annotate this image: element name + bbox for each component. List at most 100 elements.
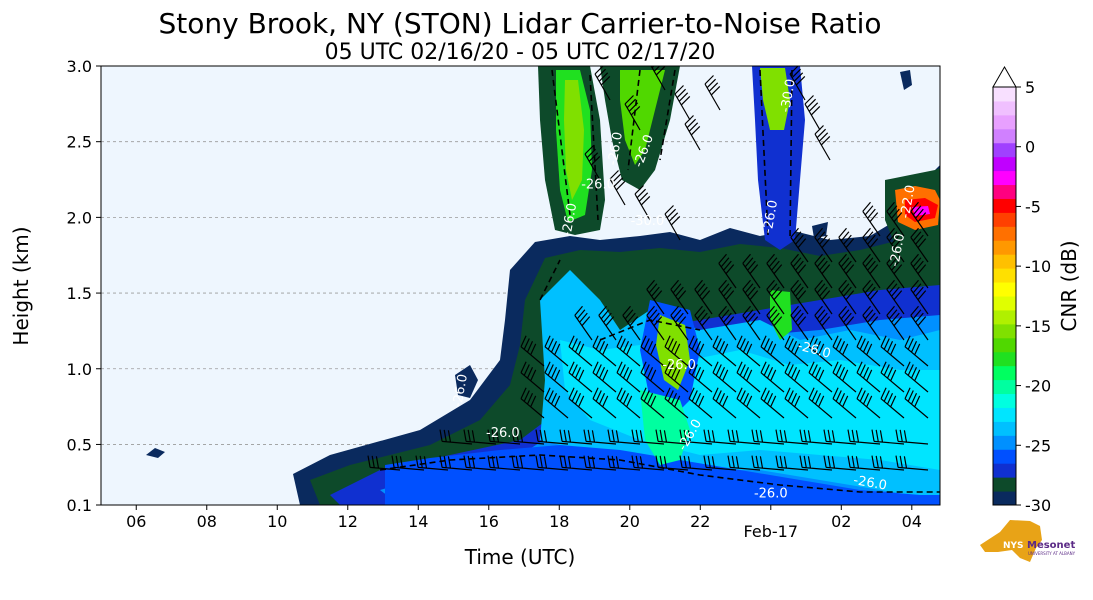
colorbar-swatch bbox=[993, 87, 1016, 102]
colorbar-swatch bbox=[993, 142, 1016, 158]
y-tick-label: 1.0 bbox=[67, 360, 92, 379]
wind-barb bbox=[634, 185, 651, 221]
wind-barb bbox=[789, 66, 806, 101]
cnr-region-surface bbox=[385, 445, 940, 505]
wind-barb bbox=[655, 455, 689, 471]
wind-barb bbox=[790, 253, 809, 289]
contour-label: -22.0 bbox=[898, 184, 919, 220]
wind-barb bbox=[799, 455, 833, 471]
x-tick-label: 04 bbox=[902, 512, 922, 531]
wind-barb bbox=[814, 253, 833, 289]
wind-barb bbox=[895, 429, 929, 445]
grid-lines bbox=[101, 141, 940, 445]
colorbar-tick-label: -30 bbox=[1025, 496, 1051, 515]
colorbar-tick-label: -20 bbox=[1025, 377, 1051, 396]
colorbar-swatch bbox=[993, 240, 1016, 255]
wind-barb bbox=[862, 279, 881, 315]
colorbar-swatch bbox=[993, 309, 1016, 325]
wind-barb bbox=[594, 66, 611, 101]
wind-barb bbox=[742, 253, 761, 289]
wind-barb bbox=[694, 279, 713, 315]
wind-barb bbox=[463, 429, 497, 445]
colorbar-swatch bbox=[993, 477, 1016, 492]
wind-barb bbox=[847, 429, 881, 445]
cnr-blob-2 bbox=[900, 70, 912, 90]
contour-label: -26.0 bbox=[887, 232, 908, 268]
wind-barb bbox=[535, 455, 569, 471]
chart-subtitle: 05 UTC 02/16/20 - 05 UTC 02/17/20 bbox=[325, 40, 716, 65]
wind-barb bbox=[583, 429, 617, 445]
wind-barb bbox=[823, 455, 857, 471]
wind-barb bbox=[584, 145, 601, 181]
colorbar-swatch bbox=[993, 449, 1016, 464]
wind-barb bbox=[622, 305, 641, 341]
wind-barb bbox=[688, 335, 713, 367]
cnr-blob-3 bbox=[812, 222, 828, 238]
wind-barb bbox=[808, 335, 833, 367]
x-tick-label: 12 bbox=[338, 512, 358, 531]
wind-barb bbox=[718, 253, 737, 289]
colorbar-tick-label: 0 bbox=[1025, 138, 1035, 157]
colorbar-swatch bbox=[993, 268, 1016, 283]
wind-barb bbox=[862, 253, 881, 289]
wind-barb bbox=[760, 335, 785, 367]
wind-barb bbox=[415, 455, 449, 471]
x-axis-label: Time (UTC) bbox=[464, 545, 576, 569]
wind-barb bbox=[814, 227, 833, 263]
contour-label: -26.0 bbox=[605, 131, 626, 167]
wind-barb bbox=[535, 429, 569, 445]
contour-label: -30.0 bbox=[631, 214, 665, 229]
wind-barb bbox=[832, 335, 857, 367]
wind-barb bbox=[736, 361, 761, 393]
wind-barb bbox=[367, 455, 401, 471]
wind-barb bbox=[568, 335, 593, 367]
nys-mesonet-logo: NYS Mesonet UNIVERSITY AT ALBANY bbox=[980, 520, 1076, 562]
y-tick-label: 2.5 bbox=[67, 133, 92, 152]
colorbar-tick-label: -5 bbox=[1025, 197, 1041, 216]
colorbar-swatch bbox=[993, 282, 1016, 297]
wind-barb bbox=[904, 361, 929, 393]
wind-barb bbox=[640, 361, 665, 393]
colorbar-swatch bbox=[993, 128, 1016, 144]
wind-barb bbox=[592, 361, 617, 393]
wind-barb bbox=[823, 429, 857, 445]
x-tick-label: 08 bbox=[197, 512, 217, 531]
wind-barb bbox=[609, 170, 626, 206]
wind-barb bbox=[742, 305, 761, 341]
wind-barb bbox=[742, 279, 761, 315]
wind-barb bbox=[784, 335, 809, 367]
colorbar-frame bbox=[992, 86, 1017, 506]
colorbar-swatch bbox=[993, 114, 1016, 130]
wind-barb bbox=[616, 335, 641, 367]
contour-plume-3 bbox=[759, 69, 793, 241]
wind-barb bbox=[574, 305, 593, 341]
wind-barb bbox=[568, 361, 593, 393]
x-tick-label: 06 bbox=[126, 512, 146, 531]
wind-barb bbox=[559, 455, 593, 471]
wind-barb bbox=[847, 455, 881, 471]
wind-barb bbox=[910, 305, 929, 341]
colorbar-swatch bbox=[993, 337, 1016, 353]
x-tick-label: 10 bbox=[267, 512, 287, 531]
wind-barb bbox=[674, 85, 691, 121]
wind-barb bbox=[862, 201, 881, 237]
wind-barb bbox=[646, 305, 665, 341]
plot-frame bbox=[100, 65, 941, 506]
y-axis: 0.1 0.5 1.0 1.5 2.0 2.5 3.0 bbox=[67, 57, 101, 515]
wind-barb bbox=[624, 95, 641, 131]
wind-barb bbox=[814, 279, 833, 315]
wind-barb bbox=[751, 455, 785, 471]
wind-barb bbox=[856, 387, 881, 419]
wind-barb bbox=[790, 227, 809, 263]
wind-barb bbox=[704, 75, 721, 111]
colorbar-swatch bbox=[993, 393, 1016, 408]
y-tick-label: 3.0 bbox=[67, 57, 92, 76]
wind-barb bbox=[568, 387, 593, 419]
wind-barb bbox=[631, 455, 665, 471]
wind-barb bbox=[712, 387, 737, 419]
wind-barb bbox=[640, 387, 665, 419]
cnr-blob-4 bbox=[455, 365, 478, 398]
svg-text:Mesonet: Mesonet bbox=[1027, 540, 1075, 551]
wind-barb bbox=[655, 429, 689, 445]
